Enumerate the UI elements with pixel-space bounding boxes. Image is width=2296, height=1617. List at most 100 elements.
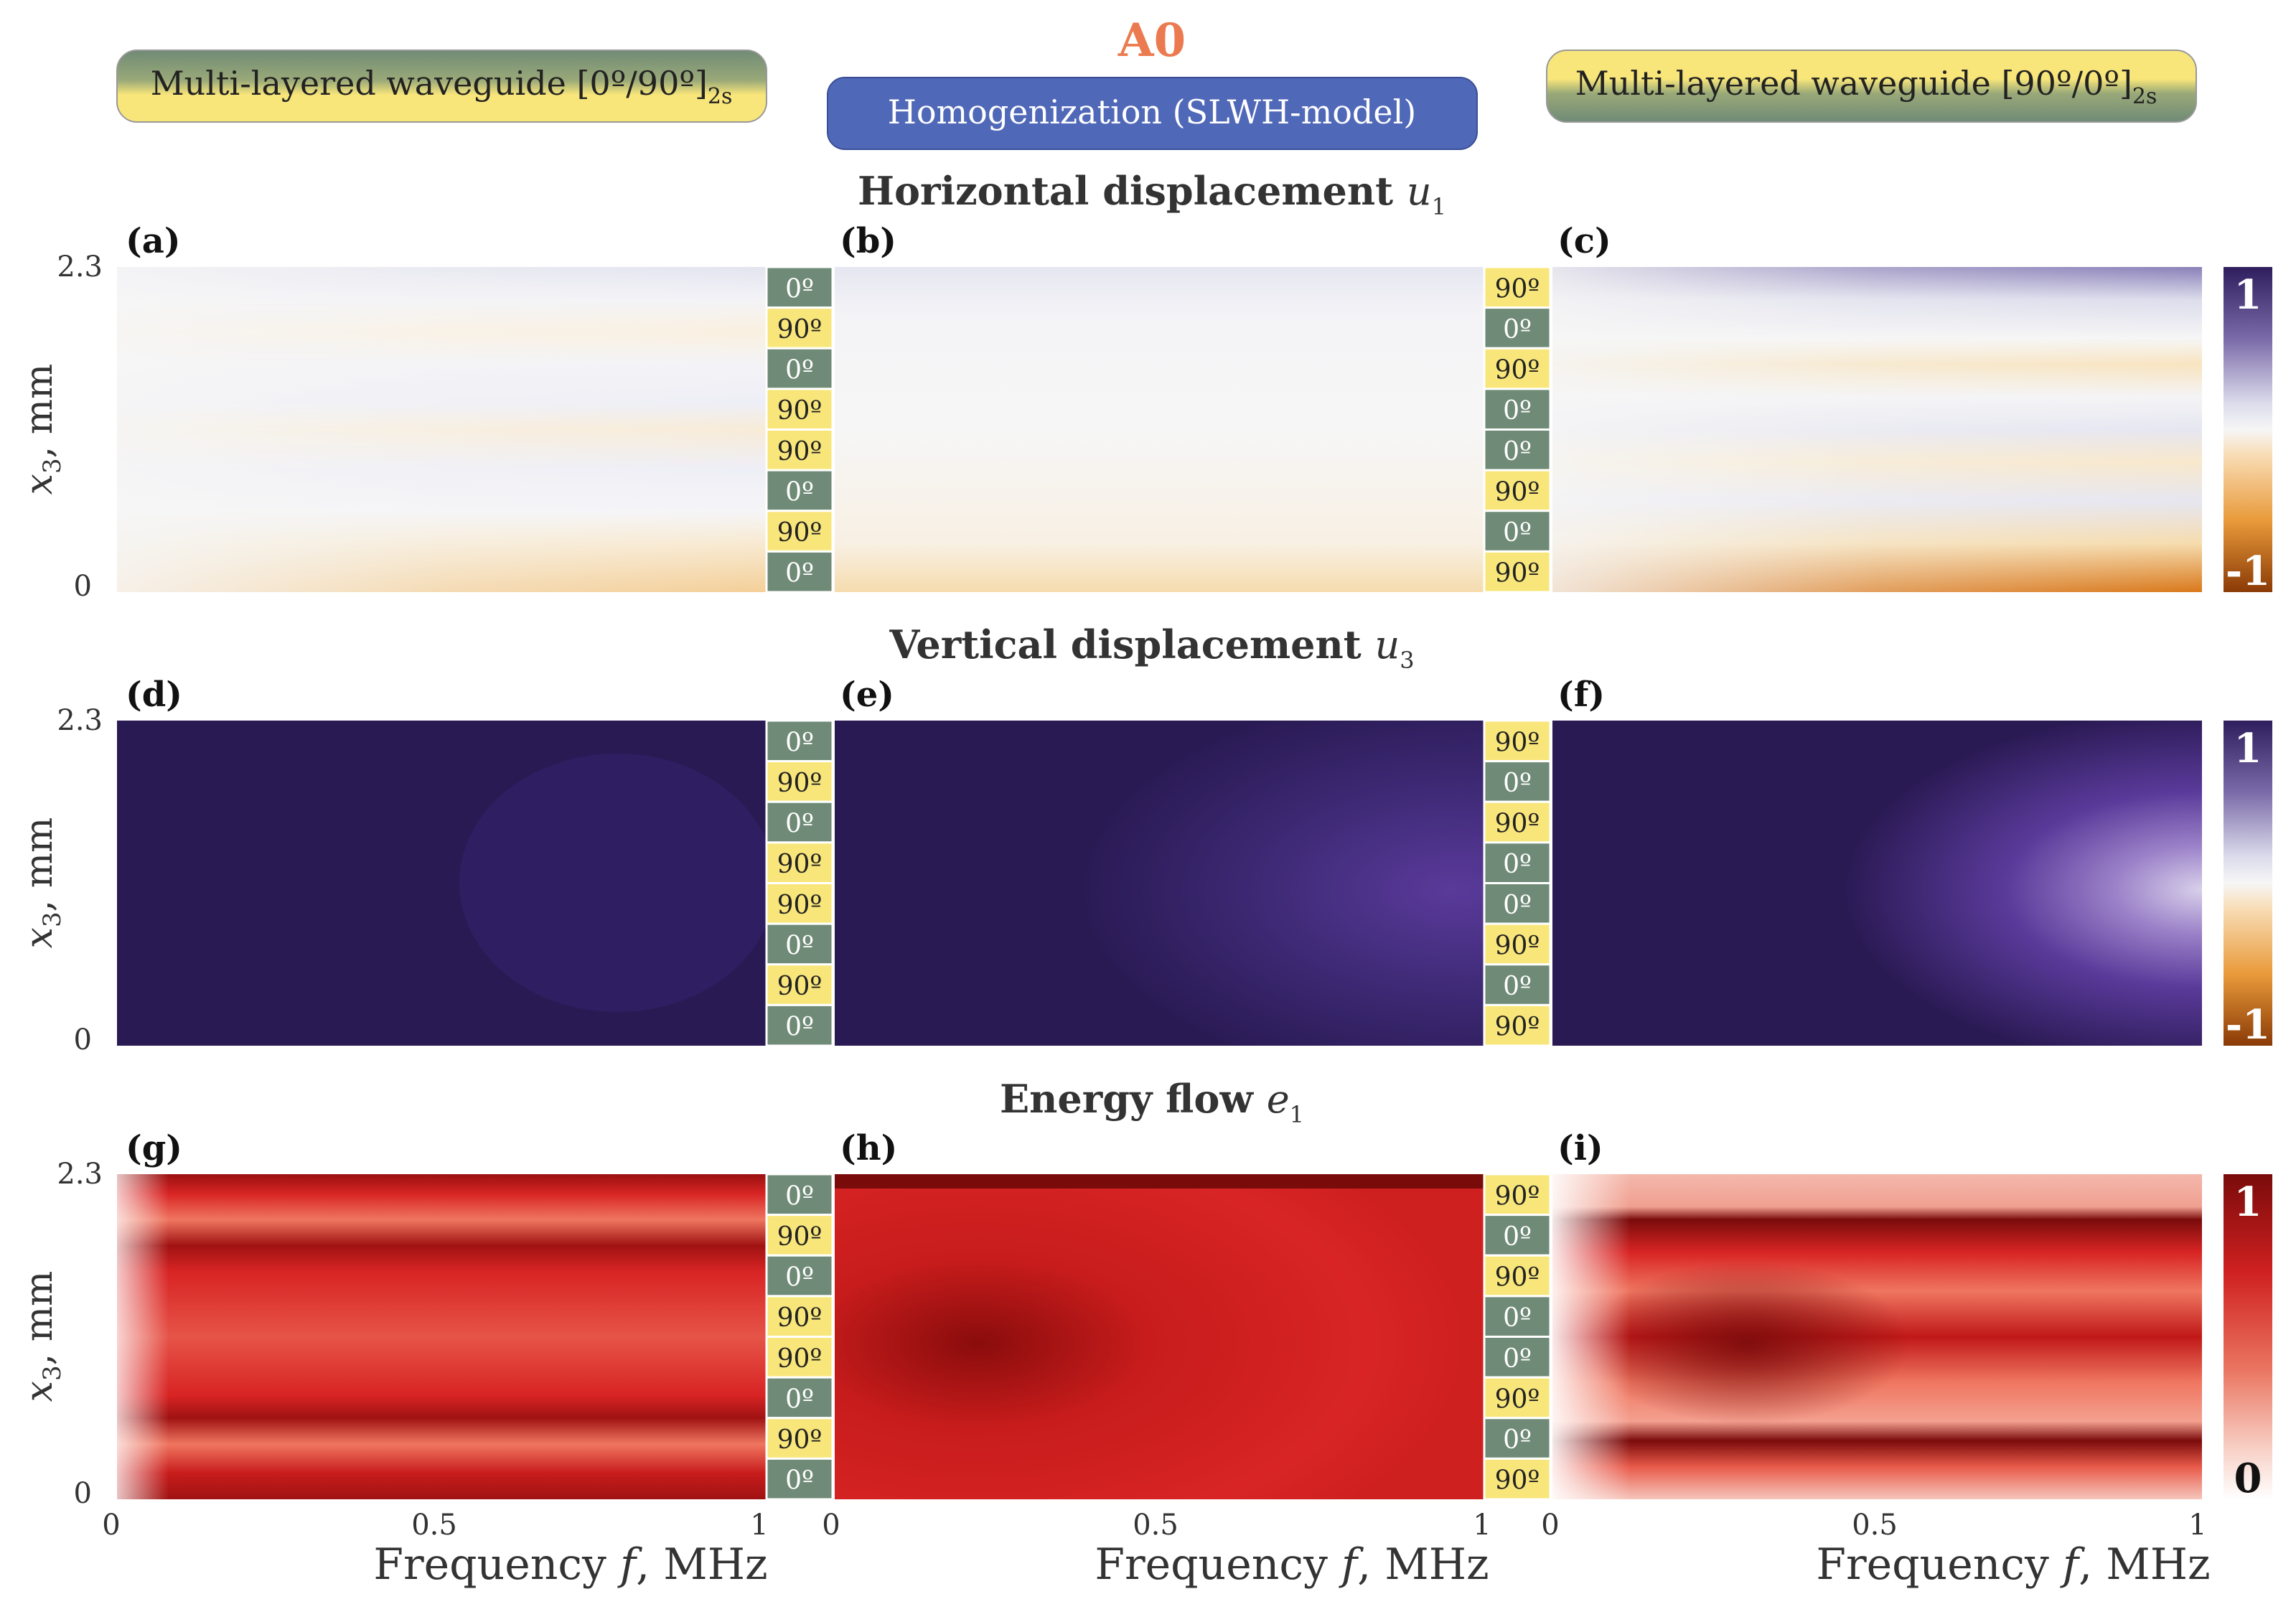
panel-label-f: (f) (1557, 675, 1605, 715)
layer-label: 90º (1495, 931, 1540, 960)
layer-label: 0º (785, 477, 814, 507)
row-title-2: Vertical displacement u3 (889, 622, 1414, 674)
heatmap-row-2 (117, 721, 2202, 1046)
row-title-3: Energy flow e1 (1000, 1076, 1304, 1128)
layer-label: 0º (785, 274, 814, 304)
layer-label: 90º (1495, 559, 1540, 589)
heatmap-panel-f (1552, 721, 2202, 1046)
layer-right-r2-3 (1483, 800, 1552, 844)
layer-right-r1-1 (1483, 266, 1552, 309)
layer-left-r1-8 (765, 550, 834, 594)
layer-label: 90º (777, 1344, 823, 1374)
layer-left-r3-2 (765, 1214, 834, 1257)
layer-right-r2-5 (1483, 882, 1552, 925)
layer-stacks: 0º 90º 0º 90º 90º 0º 90º 0º 90º 0º 90º 0º 0º 90º 0º 90º… (765, 266, 1552, 1501)
layer-label: 90º (777, 1303, 823, 1333)
layer-right-r3-6 (1483, 1376, 1552, 1420)
layer-label: 0º (1503, 850, 1532, 879)
legend-box-right-sub: 2s (2132, 84, 2157, 109)
colorbar-3-max: 1 (2234, 1178, 2262, 1226)
layer-right-r3-8 (1483, 1457, 1552, 1501)
layer-label: 90º (777, 396, 823, 426)
y-axis-label-1: x3, mm (18, 364, 67, 495)
layer-label: 0º (1503, 437, 1532, 467)
colorbars: 1 -1 1 -1 1 0 (2224, 267, 2272, 1502)
panel-labels: (a) (b) (c) (d) (e) (f) (g) (h) (i) (126, 221, 1611, 1168)
y-axis-label-2: x3, mm (18, 817, 67, 949)
layer-left-r3-5 (765, 1336, 834, 1379)
layer-label: 0º (1503, 1425, 1532, 1455)
panel-label-h: (h) (840, 1128, 897, 1168)
layer-left-r3-8 (765, 1457, 834, 1501)
x-tick-0-left: 0 (102, 1509, 120, 1542)
panel-label-d: (d) (126, 675, 182, 715)
colorbar-2 (2224, 721, 2272, 1046)
layer-label: 90º (1495, 1181, 1540, 1211)
panel-d-contour (459, 754, 775, 1012)
x-tick-1-right: 1 (2188, 1509, 2206, 1542)
header: A0 Multi-layered waveguide [0º/90º]2s Ho… (116, 14, 2197, 150)
layer-right-r3-4 (1483, 1295, 1552, 1338)
layer-label: 0º (785, 1013, 814, 1042)
legend-box-right-text: Multi-layered waveguide [90º/0º] (1575, 64, 2132, 103)
colorbar-1 (2224, 267, 2272, 592)
layer-label: 0º (785, 810, 814, 839)
layer-right-r2-4 (1483, 841, 1552, 884)
colorbar-2-min: -1 (2226, 1001, 2270, 1049)
panel-a-fade (117, 267, 767, 592)
layer-right-r2-6 (1483, 922, 1552, 966)
y-tick-top-2: 2.3 (57, 704, 103, 737)
layer-label: 90º (1495, 477, 1540, 507)
layer-label: 0º (785, 1181, 814, 1211)
layer-right-r2-1 (1483, 719, 1552, 763)
layer-label: 90º (777, 972, 823, 1001)
layer-left-r1-6 (765, 469, 834, 512)
layer-left-r1-5 (765, 428, 834, 472)
panel-c-fade (1552, 267, 2202, 592)
panel-label-a: (a) (126, 221, 181, 261)
layer-label: 90º (777, 891, 823, 920)
layer-label: 90º (1495, 274, 1540, 304)
colorbar-1-min: -1 (2226, 548, 2270, 595)
colorbar-3 (2224, 1174, 2272, 1499)
y-tick-bottom-2: 0 (74, 1023, 92, 1056)
panel-h-edge-top (835, 1174, 1484, 1189)
layer-label: 90º (1495, 728, 1540, 757)
x-axis-label-right: Frequency f, MHz (1816, 1539, 2210, 1590)
layer-label: 0º (1503, 518, 1532, 548)
colorbar-3-min: 0 (2234, 1455, 2262, 1502)
x-tick-1-center: 1 (1473, 1509, 1491, 1542)
layer-label: 90º (1495, 810, 1540, 839)
x-axes: 0 0.5 1 0 0.5 1 0 0.5 1 Frequency f, MHz… (102, 1509, 2210, 1590)
row-titles: Horizontal displacement u1 Vertical disp… (858, 168, 1446, 1128)
colorbar-1-max: 1 (2234, 271, 2262, 319)
x-axis-label-left: Frequency f, MHz (373, 1539, 767, 1590)
layer-label: 90º (1495, 356, 1540, 385)
layer-label: 0º (785, 1263, 814, 1293)
layer-label: 90º (1495, 1466, 1540, 1496)
layer-label: 0º (785, 728, 814, 757)
panel-label-c: (c) (1557, 221, 1611, 261)
layer-right-r1-4 (1483, 388, 1552, 431)
layer-label: 0º (785, 559, 814, 589)
layer-label: 0º (1503, 1344, 1532, 1374)
layer-right-r1-6 (1483, 469, 1552, 512)
legend-box-left-sub: 2s (708, 84, 732, 109)
layer-left-r3-4 (765, 1295, 834, 1338)
layer-label: 90º (777, 437, 823, 467)
layer-label: 0º (1503, 769, 1532, 798)
layer-label: 0º (1503, 315, 1532, 345)
layer-label: 0º (785, 1466, 814, 1496)
y-axis-label-3: x3, mm (18, 1271, 67, 1402)
layer-right-r1-8 (1483, 550, 1552, 594)
y-tick-bottom-1: 0 (74, 570, 92, 603)
layer-label: 0º (1503, 891, 1532, 920)
layer-label: 0º (1503, 396, 1532, 426)
heatmap-row-1 (117, 267, 2202, 592)
panel-label-b: (b) (840, 221, 896, 261)
y-axes: 2.3 0 2.3 0 2.3 0 x3, mm x3, mm x3, mm (18, 250, 103, 1510)
x-tick-05-right: 0.5 (1852, 1509, 1898, 1542)
panel-i-fade (1552, 1174, 2202, 1499)
layer-left-r2-7 (765, 963, 834, 1006)
